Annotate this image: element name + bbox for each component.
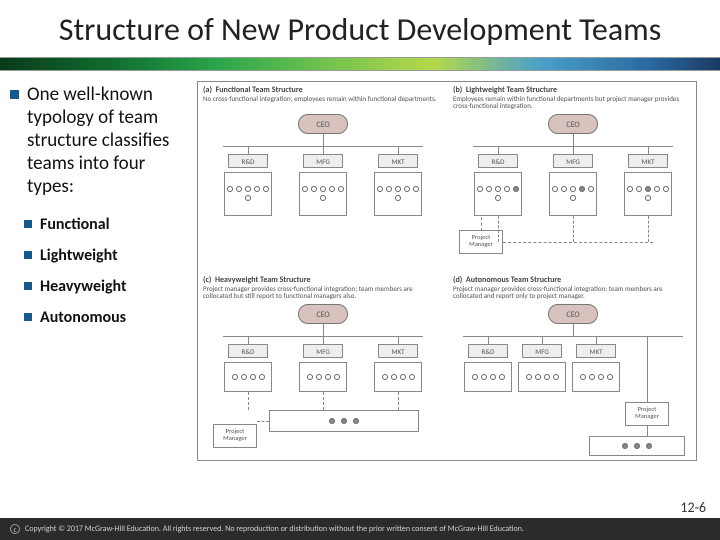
dashed-connector xyxy=(257,421,269,422)
dashed-connector xyxy=(248,392,249,410)
main-bullet-text: One well-known typology of team structur… xyxy=(27,83,189,199)
connector-line xyxy=(573,324,574,336)
type-label: Heavyweight xyxy=(40,277,127,296)
footer-text: Copyright © 2017 McGraw-Hill Education. … xyxy=(25,524,524,534)
dept-node: MKT xyxy=(569,344,623,392)
four-panel-figure: (a) Functional Team Structure No cross-f… xyxy=(197,81,697,461)
bullet-square-icon xyxy=(24,313,32,321)
slide-title-area: Structure of New Product Development Tea… xyxy=(0,0,720,57)
dept-node: MFG xyxy=(296,154,350,216)
slide-number: 12-6 xyxy=(680,499,706,516)
dept-node: MKT xyxy=(621,154,675,216)
panel-label: (c) Heavyweight Team Structure xyxy=(199,273,447,285)
footer-bar: c Copyright © 2017 McGraw-Hill Education… xyxy=(0,518,720,540)
dashed-connector xyxy=(648,216,649,242)
connector-line xyxy=(323,134,324,146)
panel-d-autonomous: (d) Autonomous Team Structure Project ma… xyxy=(449,273,697,461)
dashed-connector xyxy=(398,392,399,410)
connector-line xyxy=(463,336,683,337)
dashed-connector xyxy=(503,242,653,243)
panel-b-lightweight: (b) Lightweight Team Structure Employees… xyxy=(449,83,697,271)
list-item: Lightweight xyxy=(24,246,189,265)
right-column: (a) Functional Team Structure No cross-f… xyxy=(195,77,720,469)
bullet-square-icon xyxy=(24,282,32,290)
panel-desc: Employees remain within functional depar… xyxy=(449,95,697,112)
type-label: Lightweight xyxy=(40,246,118,265)
ceo-node: CEO xyxy=(548,304,598,324)
diagram-c: CEO R&D MFG MKT Project Manager xyxy=(199,302,447,457)
collocated-team-box xyxy=(589,436,685,456)
panel-c-heavyweight: (c) Heavyweight Team Structure Project m… xyxy=(199,273,447,461)
list-item: Autonomous xyxy=(24,308,189,327)
diagram-d: CEO R&D MFG MKT Project Manager xyxy=(449,302,697,457)
dept-node: R&D xyxy=(221,344,275,392)
dept-node: R&D xyxy=(221,154,275,216)
ceo-node: CEO xyxy=(548,114,598,134)
connector-line xyxy=(323,324,324,336)
left-column: One well-known typology of team structur… xyxy=(0,77,195,469)
panel-label: (d) Autonomous Team Structure xyxy=(449,273,697,285)
dashed-connector xyxy=(323,392,324,410)
content-row: One well-known typology of team structur… xyxy=(0,77,720,469)
copyright-icon: c xyxy=(10,524,20,534)
panel-desc: Project manager provides cross-functiona… xyxy=(449,285,697,302)
pm-node: Project Manager xyxy=(625,402,669,426)
type-label: Autonomous xyxy=(40,308,126,327)
dept-node: R&D xyxy=(471,154,525,216)
bullet-square-icon xyxy=(24,220,32,228)
list-item: Heavyweight xyxy=(24,277,189,296)
main-bullet: One well-known typology of team structur… xyxy=(10,83,189,199)
panel-label: (b) Lightweight Team Structure xyxy=(449,83,697,95)
connector-line xyxy=(647,336,648,402)
dept-node: MFG xyxy=(546,154,600,216)
panel-a-functional: (a) Functional Team Structure No cross-f… xyxy=(199,83,447,271)
diagram-a: CEO R&D MFG MKT xyxy=(199,112,447,267)
bullet-square-icon xyxy=(10,90,19,99)
pm-node: Project Manager xyxy=(213,424,257,448)
pm-node: Project Manager xyxy=(459,230,503,254)
dept-node: R&D xyxy=(461,344,515,392)
panel-label: (a) Functional Team Structure xyxy=(199,83,447,95)
dept-node: MKT xyxy=(371,154,425,216)
slide-title: Structure of New Product Development Tea… xyxy=(0,12,720,49)
panel-desc: Project manager provides cross-functiona… xyxy=(199,285,447,302)
collocated-team-box xyxy=(269,410,419,432)
type-label: Functional xyxy=(40,215,110,234)
bullet-square-icon xyxy=(24,251,32,259)
dashed-connector xyxy=(481,217,482,231)
dept-node: MKT xyxy=(371,344,425,392)
ceo-node: CEO xyxy=(298,304,348,324)
dept-node: MFG xyxy=(515,344,569,392)
type-list: Functional Lightweight Heavyweight Auton… xyxy=(10,215,189,327)
list-item: Functional xyxy=(24,215,189,234)
dashed-connector xyxy=(573,216,574,242)
diagram-b: CEO R&D MFG MKT Project Manager xyxy=(449,112,697,267)
ceo-node: CEO xyxy=(298,114,348,134)
dashed-connector xyxy=(498,216,499,242)
connector-line xyxy=(573,134,574,146)
dept-node: MFG xyxy=(296,344,350,392)
connector-line xyxy=(647,426,648,436)
color-stripe xyxy=(0,57,720,71)
panel-desc: No cross-functional integration; employe… xyxy=(199,95,447,112)
